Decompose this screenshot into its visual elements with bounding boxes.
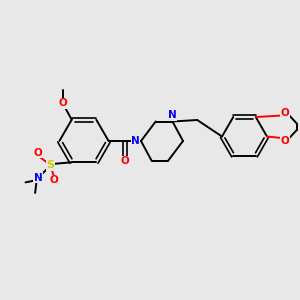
Text: S: S bbox=[47, 160, 55, 170]
Text: O: O bbox=[280, 107, 290, 118]
Text: O: O bbox=[58, 98, 67, 108]
Text: O: O bbox=[280, 136, 290, 146]
Text: N: N bbox=[34, 173, 43, 183]
Text: N: N bbox=[131, 136, 140, 146]
Text: O: O bbox=[49, 175, 58, 185]
Text: N: N bbox=[168, 110, 177, 121]
Text: O: O bbox=[121, 156, 130, 166]
Text: O: O bbox=[34, 148, 43, 158]
